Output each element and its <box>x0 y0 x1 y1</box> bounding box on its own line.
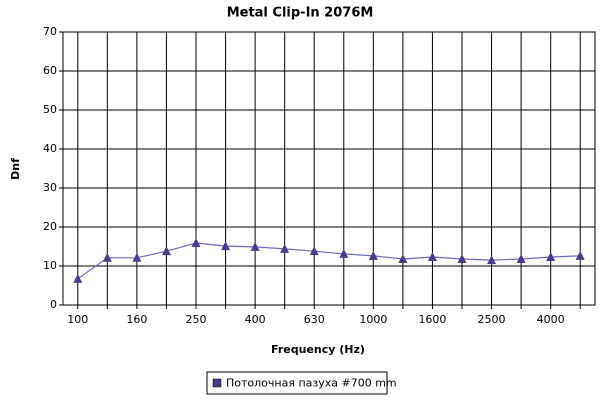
data-point <box>250 241 260 251</box>
data-point <box>280 243 290 253</box>
x-tick-label: 100 <box>67 313 88 326</box>
data-point <box>339 248 349 258</box>
data-point <box>132 252 142 262</box>
x-tick-label: 1000 <box>359 313 387 326</box>
y-tick-label: 10 <box>43 259 57 272</box>
data-point <box>102 252 112 262</box>
data-point <box>546 252 556 262</box>
y-tick-label: 70 <box>43 25 57 38</box>
data-point <box>221 241 231 251</box>
y-tick-label: 0 <box>50 298 57 311</box>
x-tick-label: 250 <box>186 313 207 326</box>
x-tick-label: 1600 <box>418 313 446 326</box>
data-point <box>575 250 585 260</box>
data-point <box>191 237 201 247</box>
data-point <box>487 255 497 265</box>
y-tick-label: 20 <box>43 220 57 233</box>
x-tick-label: 400 <box>245 313 266 326</box>
data-point <box>398 253 408 263</box>
data-point <box>457 253 467 263</box>
data-point <box>309 246 319 256</box>
legend-label: Потолочная пазуха #700 mm <box>226 377 397 390</box>
x-tick-label: 4000 <box>537 313 565 326</box>
data-point <box>161 246 171 256</box>
x-axis-label: Frequency (Hz) <box>271 343 365 356</box>
series-line <box>77 242 581 280</box>
y-tick-label: 60 <box>43 64 57 77</box>
y-tick-label: 30 <box>43 181 57 194</box>
data-point <box>427 252 437 262</box>
plot-area <box>62 31 596 306</box>
x-tick-label: 630 <box>304 313 325 326</box>
data-point <box>368 250 378 260</box>
y-tick-label: 50 <box>43 103 57 116</box>
legend-box <box>206 371 388 395</box>
legend-swatch <box>212 378 222 388</box>
x-tick-label: 160 <box>126 313 147 326</box>
data-point <box>73 273 83 283</box>
y-tick-label: 40 <box>43 142 57 155</box>
chart-title: Metal Clip-In 2076M <box>227 6 374 21</box>
x-tick-label: 2500 <box>478 313 506 326</box>
y-axis-label: Dnf <box>9 158 22 180</box>
data-point <box>516 253 526 263</box>
